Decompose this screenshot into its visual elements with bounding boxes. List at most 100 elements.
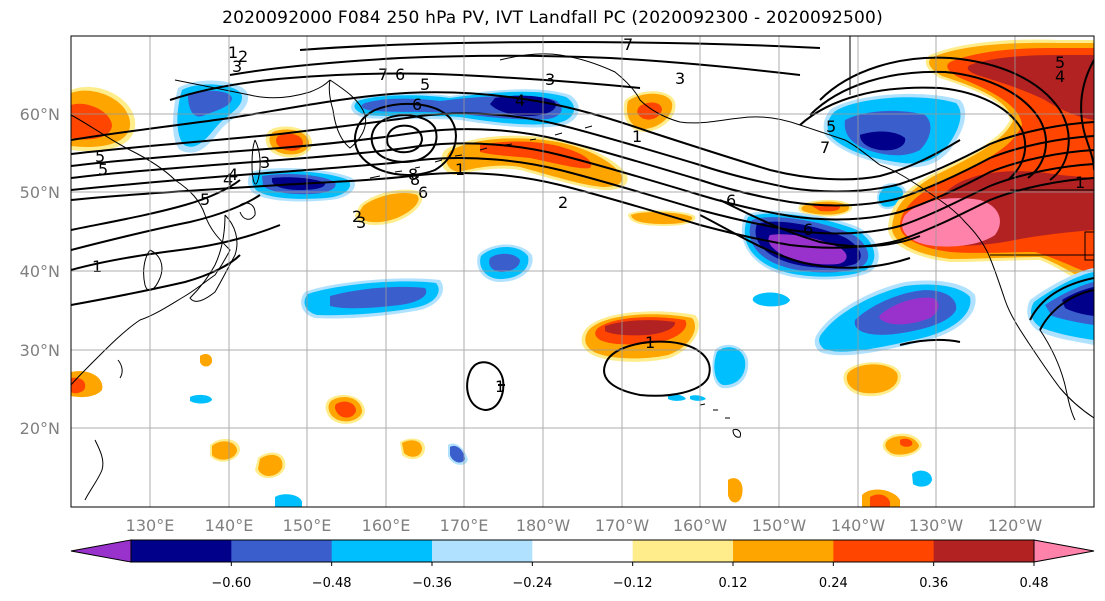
colorbar-left-arrow-outline [70, 539, 132, 563]
anomaly-negative-hawaii-north [712, 344, 749, 389]
colorbar-left-arrow [71, 540, 131, 562]
contour-label: 3 [356, 213, 366, 232]
contour-label: 5 [98, 160, 108, 179]
anomaly-positive-alaska-south [623, 91, 676, 132]
colorbar-segment [532, 540, 634, 562]
colorbar-segments [71, 539, 1095, 563]
contour-label: 1 [455, 160, 465, 179]
colorbar-segment [432, 540, 533, 562]
contour-label: 6 [803, 220, 813, 239]
contour-label: 2 [238, 47, 248, 66]
lon-label: 160°E [362, 516, 411, 535]
lon-label: 120°W [988, 516, 1043, 535]
anomaly-negative-subtropical-west [301, 278, 444, 319]
lat-label: 50°N [20, 183, 60, 202]
longitude-labels: 130°E 140°E 150°E 160°E 170°E 180°W 170°… [126, 516, 1043, 535]
contour-label: 1 [645, 333, 655, 352]
anomaly-negative-small-5 [190, 394, 706, 507]
contour-label: 7 [623, 35, 633, 54]
colorbar-tick-label: −0.60 [211, 576, 251, 591]
contour-label: 4 [223, 170, 233, 189]
anomaly-positive-small-4 [862, 489, 900, 507]
contour-label: 7 [378, 65, 388, 84]
contour-label: 1 [632, 127, 642, 146]
lon-label: 150°E [283, 516, 332, 535]
plot-frame [70, 35, 1095, 508]
contour-label: 4 [1055, 67, 1065, 86]
graticule [71, 36, 1094, 507]
lon-label: 140°E [205, 516, 254, 535]
contour-label: 6 [726, 191, 736, 210]
contour-label: 2 [558, 193, 568, 212]
lat-label: 60°N [20, 105, 60, 124]
lon-label: 150°W [752, 516, 807, 535]
colorbar-segment [131, 540, 232, 562]
contour-label: 3 [232, 57, 242, 76]
lon-label: 160°W [673, 516, 728, 535]
lon-label: 170°W [595, 516, 650, 535]
contour-label: 5 [826, 117, 836, 136]
anomaly-negative-small-3 [752, 292, 790, 307]
colorbar-tick-label: −0.12 [613, 576, 653, 591]
lon-label: 170°E [440, 516, 489, 535]
latitude-labels: 60°N 50°N 40°N 30°N 20°N [20, 105, 60, 438]
contour-label: 5 [95, 147, 105, 166]
colorbar-tick-label: 0.24 [819, 576, 848, 591]
colorbar-segment [231, 540, 333, 562]
anomaly-positive-west-coast-ridge [888, 39, 1094, 290]
lat-label: 20°N [20, 419, 60, 438]
colorbar: −0.60 −0.48 −0.36 −0.24 −0.12 0.12 0.24 0.36 0.4… [70, 539, 1095, 591]
contour-label: 3 [260, 153, 270, 172]
colorbar-tick-label: −0.36 [412, 576, 452, 591]
colorbar-right-arrow [1033, 539, 1095, 563]
contour-label: 4 [515, 91, 525, 110]
anomaly-positive-small-7 [200, 354, 425, 479]
map-title: 2020092000 F084 250 hPa PV, IVT Landfall… [222, 8, 883, 28]
coastlines [71, 36, 1094, 501]
lon-label: 140°W [831, 516, 886, 535]
colorbar-segment [331, 540, 433, 562]
lat-label: 40°N [20, 262, 60, 281]
anomaly-positive-subtropical-central [581, 311, 699, 362]
anomaly-positive-kuril [355, 189, 423, 226]
colorbar-tick-label: −0.48 [312, 576, 352, 591]
anomaly-positive-small-3 [882, 433, 922, 457]
contour-label: 1 [228, 43, 238, 62]
lon-label: 180°W [516, 516, 571, 535]
contour-label: 8 [410, 170, 420, 189]
contour-label: 6 [395, 65, 405, 84]
colorbar-tick-label: −0.24 [512, 576, 552, 591]
contour-label: 4 [228, 165, 238, 184]
colorbar-tick-label: 0.36 [919, 576, 948, 591]
contour-label: 3 [675, 69, 685, 88]
contour-label: 6 [412, 95, 422, 114]
colorbar-tick-label: 0.48 [1020, 576, 1049, 591]
contour-label: 5 [200, 190, 210, 209]
contour-label: 5 [420, 75, 430, 94]
colorbar-segment [933, 540, 1035, 562]
pv-contours [71, 40, 1094, 412]
contour-label: 1 [92, 257, 102, 276]
contour-label: 8 [408, 165, 418, 184]
contour-label: 1 [495, 377, 505, 396]
contour-label: 5 [1055, 53, 1065, 72]
colorbar-segment [833, 540, 935, 562]
anomaly-positive-small-1 [628, 210, 696, 226]
anomaly-positive-small-6 [325, 394, 365, 424]
contour-labels: 1 2 3 4 5 6 7 8 3 4 5 3 1 2 3 5 6 7 6 1 … [92, 35, 1085, 396]
contour-label: 3 [545, 70, 555, 89]
contour-label: 2 [352, 207, 362, 226]
lon-label: 130°W [909, 516, 964, 535]
lon-label: 130°E [126, 516, 175, 535]
anomaly-positive-small-5 [728, 478, 743, 503]
contour-label: 1 [1075, 173, 1085, 192]
anomaly-negative-small-4 [912, 470, 932, 487]
anomaly-negative-california [1027, 268, 1094, 345]
lat-label: 30°N [20, 341, 60, 360]
colorbar-tick-label: 0.12 [719, 576, 748, 591]
contour-label: 7 [820, 138, 830, 157]
map-fields: 1 2 3 4 5 6 7 8 3 4 5 3 1 2 3 5 6 7 6 1 … [71, 35, 1094, 507]
colorbar-segment [733, 540, 834, 562]
colorbar-segment [632, 540, 734, 562]
